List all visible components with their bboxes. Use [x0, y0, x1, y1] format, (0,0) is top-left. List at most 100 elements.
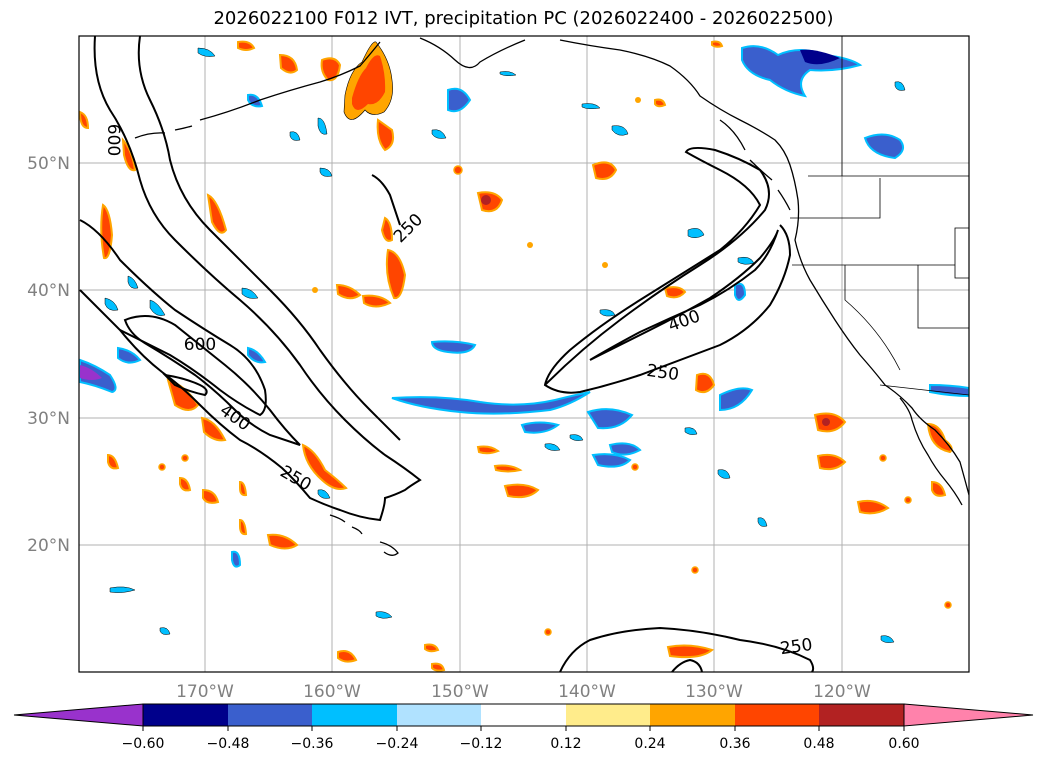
precip-blob [879, 454, 887, 462]
precip-blob [520, 421, 561, 434]
colorbar-segment [312, 704, 397, 726]
contour-label-250-east: 250 [645, 361, 680, 385]
lon-label-140w: 140°W [558, 682, 616, 702]
precip-blob [179, 476, 192, 492]
precip-blob [431, 129, 447, 139]
ivt-contour-250-west-inner [137, 36, 401, 441]
precip-blob [929, 383, 969, 398]
precip-blob [376, 118, 395, 152]
lat-label-40: 40°N [27, 281, 70, 301]
colorbar-segment [650, 704, 735, 726]
alaska-coast [199, 37, 969, 496]
lon-label-170w: 170°W [176, 682, 234, 702]
precip-blob [431, 662, 446, 672]
precip-blob [493, 464, 523, 473]
ivt-contour-600-west [79, 219, 267, 417]
colorbar-frame [142, 703, 905, 727]
state-border [954, 227, 969, 279]
precip-blob [816, 453, 847, 471]
precip-blob [317, 117, 328, 135]
precip-blob [611, 125, 629, 136]
precip-blob [241, 287, 259, 299]
precip-blob [591, 453, 632, 468]
precip-blob [159, 627, 171, 635]
precip-blob [127, 275, 139, 289]
ivt-contours [79, 36, 815, 672]
precip-blob [352, 55, 386, 110]
precip-blob [237, 40, 256, 51]
political-borders [790, 36, 969, 396]
precip-blob [586, 408, 634, 430]
precip-blob [503, 483, 540, 499]
precip-blob [424, 643, 440, 653]
ivt-contour-600-inner [162, 373, 208, 397]
colorbar-tick-label: −0.12 [460, 736, 503, 752]
precip-blob [856, 499, 890, 515]
precip-blob [117, 346, 142, 364]
lon-label-130w: 130°W [685, 682, 743, 702]
precip-blob [239, 518, 248, 536]
precip-blob [301, 443, 348, 490]
precip-blob [757, 517, 768, 527]
precip-blob [266, 533, 299, 550]
precip-blob [109, 586, 136, 593]
precip-blob [317, 489, 331, 499]
lat-label-50: 50°N [27, 154, 70, 174]
precip-blob [800, 49, 840, 65]
colorbar-segment [819, 704, 904, 726]
precip-blob [581, 103, 601, 110]
precip-blob [926, 422, 953, 454]
precip-blob [361, 294, 392, 308]
negative-precip-blobs [79, 45, 969, 643]
map-title: 2026022100 F012 IVT, precipitation PC (2… [213, 8, 834, 29]
precip-blob [453, 165, 463, 175]
latitude-labels: 50°N 40°N 30°N 20°N [27, 154, 70, 556]
precip-blob [931, 480, 947, 497]
precip-blob [206, 193, 228, 234]
coastlines [134, 37, 969, 556]
precip-blob [335, 283, 362, 300]
precip-blob [734, 282, 747, 301]
precip-blob [79, 110, 90, 130]
hawaii-islands [329, 514, 399, 556]
precip-blob [608, 442, 642, 456]
lon-label-160w: 160°W [303, 682, 361, 702]
us-mexico-border [879, 384, 969, 396]
ivt-contour-250-south-small [671, 658, 703, 672]
precip-blob [121, 137, 137, 172]
lat-label-20: 20°N [27, 536, 70, 556]
precip-blob [481, 195, 491, 205]
precip-blob [202, 488, 220, 504]
precip-blob [80, 365, 102, 380]
precip-blob [635, 97, 641, 103]
precip-blob [544, 443, 561, 451]
precip-blob [375, 611, 393, 619]
colorbar-segment [735, 704, 819, 726]
precip-blob [684, 427, 698, 435]
ivt-contour-400-west [123, 315, 301, 446]
precip-blob [663, 286, 687, 299]
contour-label-600-left: 600 [103, 124, 123, 156]
precip-blob [107, 453, 120, 470]
lat-label-30: 30°N [27, 409, 70, 429]
ivt-contour-250-south [559, 626, 815, 672]
colorbar-tick-label: −0.48 [207, 736, 250, 752]
precip-blob [430, 340, 477, 354]
precip-blob [527, 242, 533, 248]
state-border [790, 178, 881, 219]
precip-blob [289, 131, 301, 141]
ivt-contour-400-east [589, 229, 779, 361]
precip-blob [380, 216, 394, 242]
precip-blob [599, 309, 616, 317]
plot-frame [78, 35, 970, 673]
colorbar-ticks [142, 726, 905, 731]
precip-blob [822, 418, 830, 426]
precip-blob [149, 299, 166, 316]
precip-blob [476, 445, 501, 455]
precip-blob [499, 71, 517, 77]
precip-blob [319, 167, 333, 177]
precip-blob [717, 469, 731, 479]
precip-blob [666, 644, 715, 659]
colorbar-segment [143, 704, 228, 726]
